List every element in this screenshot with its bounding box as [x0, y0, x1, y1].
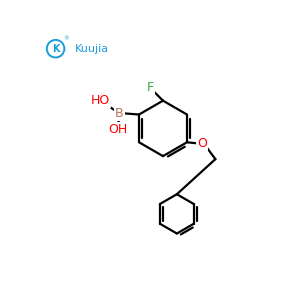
Text: ®: ®	[64, 36, 69, 41]
Text: Kuujia: Kuujia	[75, 44, 109, 54]
Text: K: K	[52, 44, 59, 54]
Text: O: O	[197, 137, 207, 150]
Text: HO: HO	[91, 94, 110, 107]
Text: OH: OH	[109, 123, 128, 136]
Text: B: B	[115, 107, 124, 120]
Text: F: F	[147, 82, 154, 94]
